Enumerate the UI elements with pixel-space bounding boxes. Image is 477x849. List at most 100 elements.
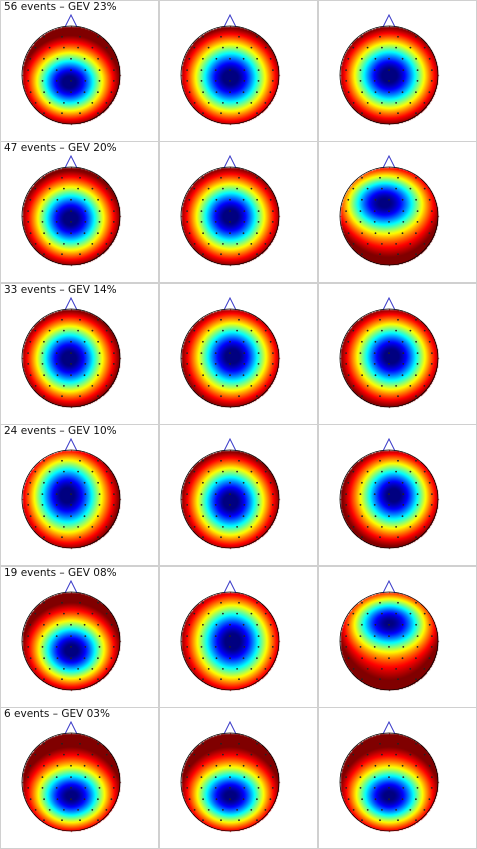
head-outline [339, 732, 439, 832]
electrode-dot [415, 176, 417, 179]
electrode-dot [243, 363, 246, 365]
head-outline [21, 308, 121, 408]
electrode-dot [202, 819, 204, 822]
electrode-dot [359, 493, 362, 495]
electrode-dot [83, 798, 86, 801]
electrode-dot [250, 526, 253, 528]
electrode-dot [229, 504, 231, 506]
electrode-dot [83, 623, 86, 626]
topomap-heatmap [160, 1, 317, 141]
electrode-dot [43, 623, 45, 626]
electrode-dot [29, 340, 32, 343]
topomap-heatmap [319, 142, 476, 282]
electrode-dot [43, 678, 45, 681]
electrode-dot [366, 46, 369, 49]
electrode-dot [250, 243, 253, 245]
electrode-dot [41, 352, 44, 354]
electrode-dot [395, 329, 397, 332]
electrode-dot [272, 210, 274, 212]
nose-marker [223, 437, 237, 452]
electrode-dot [110, 798, 113, 801]
electrode-dot [41, 776, 44, 778]
electrode-dot [236, 612, 238, 615]
electrode-dot [397, 318, 399, 321]
electrode-dot [388, 80, 390, 82]
electrode-dot [70, 787, 72, 789]
electrode-dot [186, 646, 189, 648]
electrode-dot [61, 459, 63, 462]
electrode-dot [98, 363, 101, 365]
electrode-dot [366, 470, 369, 473]
electrode-dot [97, 253, 99, 256]
head-overlay [339, 154, 439, 266]
electrode-dot [361, 232, 363, 235]
electrode-dot [388, 764, 390, 767]
topomap-cell [318, 283, 477, 425]
electrode-dot [347, 57, 350, 60]
electrode-dot [236, 385, 238, 387]
electrode-dot [63, 187, 65, 190]
head-overlay [180, 579, 280, 691]
electrode-dot [388, 363, 390, 365]
electrode-dot [43, 742, 45, 745]
electrode-dot [415, 198, 417, 201]
electrode-dot [84, 646, 87, 648]
electrode-dot [416, 776, 419, 778]
electrode-dot [222, 102, 224, 104]
nose-marker [223, 296, 237, 311]
electrode-dot [200, 493, 203, 495]
electrode-dot [105, 470, 108, 473]
electrode-dot [112, 80, 115, 82]
electrode-dot [395, 753, 397, 756]
electrode-dot [214, 787, 217, 789]
electrode-dot [374, 91, 377, 94]
topomap-cell: 19 events – GEV 08% [0, 566, 159, 708]
electrode-dot [77, 102, 79, 104]
electrode-dot [77, 46, 79, 49]
electrode-dot [250, 753, 253, 756]
electrode-dot [431, 69, 433, 71]
electrode-dot [186, 221, 189, 223]
electrode-dot [345, 493, 347, 495]
electrode-dot [207, 329, 210, 332]
head-outline [339, 25, 439, 125]
electrode-dot [256, 623, 258, 626]
electrode-dot [401, 232, 404, 235]
electrode-dot [256, 91, 258, 94]
electrode-dot [200, 776, 203, 778]
electrode-dot [416, 363, 419, 365]
electrode-dot [361, 198, 363, 201]
electrode-dot [388, 232, 390, 235]
electrode-dot [220, 601, 222, 604]
electrode-dot [347, 374, 350, 377]
electrode-dot [428, 481, 431, 484]
topomap-cell [318, 424, 477, 566]
electrode-dot [388, 57, 390, 60]
electrode-dot [395, 612, 397, 615]
electrode-dot [388, 210, 390, 212]
electrode-dot [229, 764, 231, 767]
head-outline [180, 166, 280, 266]
electrode-dot [250, 612, 253, 615]
electrode-dot [48, 470, 51, 473]
electrode-dot [428, 340, 431, 343]
electrode-dot [43, 515, 45, 518]
electrode-dot [63, 809, 65, 811]
nose-marker [64, 720, 78, 735]
electrode-dot [388, 493, 390, 495]
electrode-dot [416, 210, 419, 212]
topomap-cell: 56 events – GEV 23% [0, 0, 159, 142]
electrode-dot [229, 623, 231, 626]
electrode-dot [423, 668, 426, 670]
electrode-dot [345, 69, 347, 71]
electrode-dot [48, 753, 51, 756]
electrode-dot [55, 776, 58, 778]
electrode-dot [27, 787, 30, 789]
electrode-dot [70, 374, 72, 377]
electrode-dot [250, 470, 253, 473]
electrode-dot [347, 515, 350, 518]
electrode-dot [431, 210, 433, 212]
electrode-dot [63, 526, 65, 528]
electrode-dot [361, 57, 363, 60]
electrode-dot [55, 646, 58, 648]
